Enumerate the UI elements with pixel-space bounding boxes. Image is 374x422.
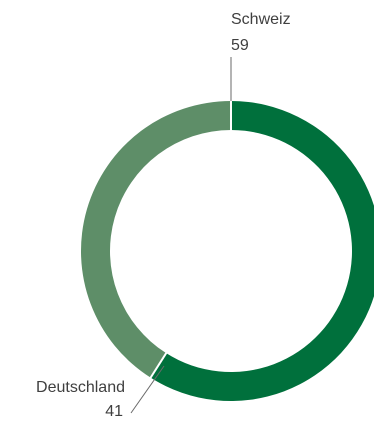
separators-group: [149, 100, 232, 380]
slices-group: [80, 101, 374, 401]
slice-deutschland-label: Deutschland: [36, 379, 125, 396]
slice-separator: [149, 351, 168, 380]
slice-schweiz-value: 59: [231, 37, 249, 54]
slice-deutschland-leader: [130, 365, 165, 414]
slice-deutschland-value: 41: [105, 403, 123, 420]
slice-schweiz-label: Schweiz: [231, 11, 291, 28]
slice-deutschland: [80, 101, 231, 378]
slice-schweiz: [150, 101, 374, 401]
